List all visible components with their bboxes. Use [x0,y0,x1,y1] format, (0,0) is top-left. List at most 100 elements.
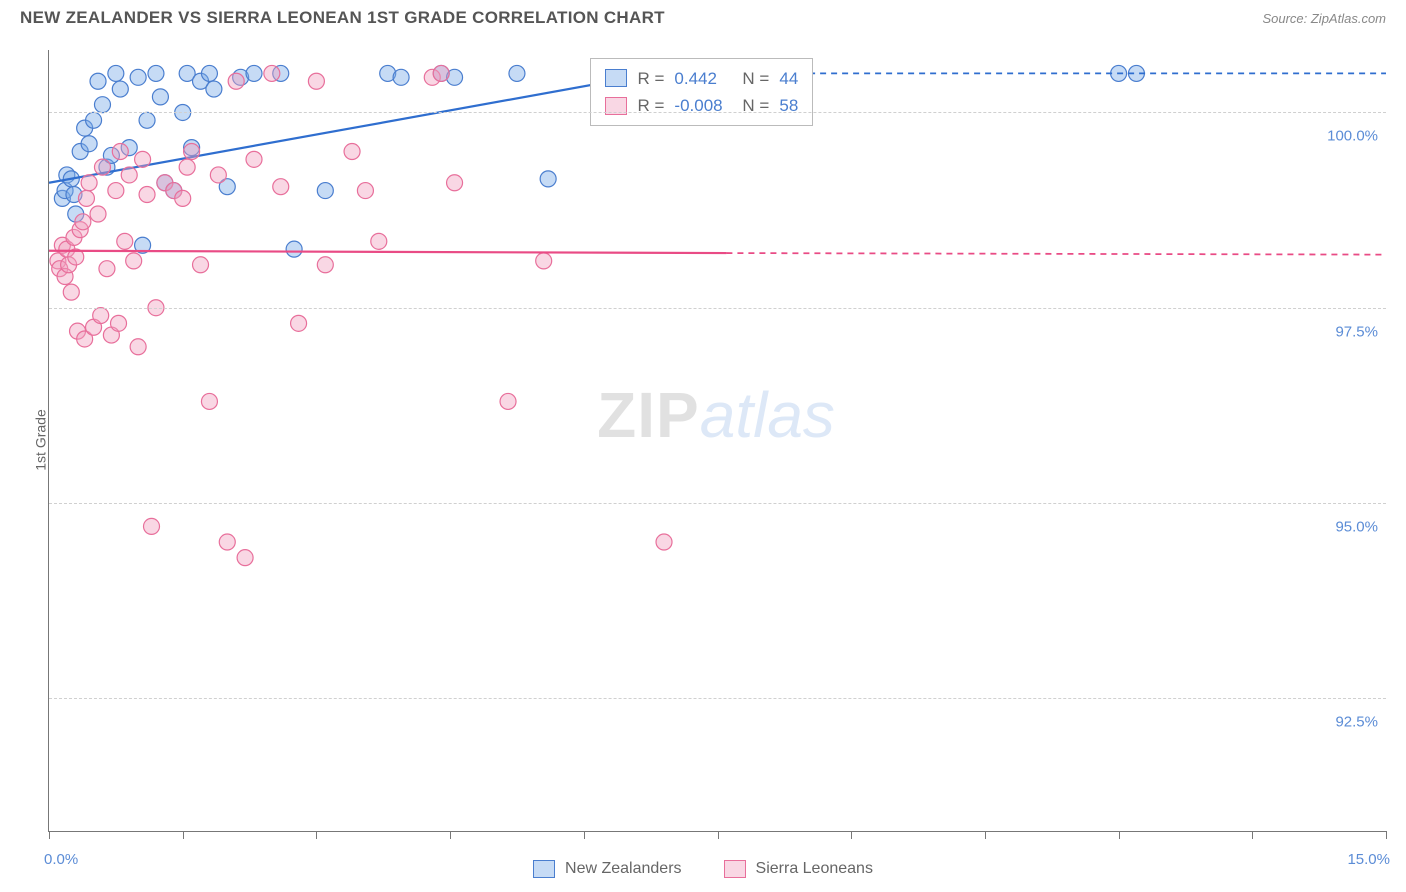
plot-region: ZIPatlas R =0.442N =44R =-0.008N =58 100… [48,50,1386,832]
data-point [93,308,109,324]
x-tick [450,831,451,839]
y-tick-label: 95.0% [1335,518,1378,535]
data-point [317,257,333,273]
legend-item: New Zealanders [533,860,682,878]
data-point [121,167,137,183]
data-point [264,65,280,81]
grid-line [49,112,1386,113]
data-point [656,534,672,550]
data-point [126,253,142,269]
scatter-svg [49,50,1386,831]
data-point [112,81,128,97]
data-point [135,151,151,167]
data-point [371,233,387,249]
chart-area: ZIPatlas R =0.442N =44R =-0.008N =58 100… [48,50,1386,832]
data-point [90,73,106,89]
x-tick [584,831,585,839]
source-attribution: Source: ZipAtlas.com [1262,11,1386,26]
data-point [130,69,146,85]
data-point [291,315,307,331]
data-point [500,393,516,409]
data-point [139,112,155,128]
x-tick [1119,831,1120,839]
legend-n-label: N = [742,92,769,119]
data-point [81,136,97,152]
legend-n-value: 44 [779,65,798,92]
data-point [286,241,302,257]
data-point [206,81,222,97]
x-tick [985,831,986,839]
trend-line-dashed [726,253,1386,255]
data-point [78,190,94,206]
y-tick-label: 92.5% [1335,714,1378,731]
legend-r-label: R = [637,92,664,119]
data-point [237,550,253,566]
data-point [184,144,200,160]
data-point [112,144,128,160]
legend-item-label: Sierra Leoneans [756,860,873,878]
data-point [433,65,449,81]
series-legend: New Zealanders Sierra Leoneans [0,860,1406,878]
legend-row: R = 0.442 N = 44 [605,65,798,92]
x-tick [1252,831,1253,839]
data-point [179,159,195,175]
legend-row: R = -0.008 N = 58 [605,92,798,119]
legend-n-label: N = [742,65,769,92]
correlation-legend: R = 0.442 N = 44 R = -0.008 N = 58 [590,58,813,126]
legend-swatch [533,860,555,878]
legend-swatch [724,860,746,878]
data-point [130,339,146,355]
x-tick [183,831,184,839]
data-point [308,73,324,89]
legend-item: Sierra Leoneans [724,860,873,878]
data-point [447,175,463,191]
data-point [201,65,217,81]
x-tick [49,831,50,839]
data-point [393,69,409,85]
y-tick-label: 100.0% [1327,128,1378,145]
chart-title: NEW ZEALANDER VS SIERRA LEONEAN 1ST GRAD… [20,8,665,28]
data-point [210,167,226,183]
data-point [193,257,209,273]
y-axis-label: 1st Grade [33,409,49,470]
data-point [175,190,191,206]
data-point [148,65,164,81]
legend-r-value: -0.008 [674,92,732,119]
data-point [86,112,102,128]
data-point [139,186,155,202]
x-tick [316,831,317,839]
data-point [108,65,124,81]
data-point [357,183,373,199]
data-point [108,183,124,199]
data-point [144,518,160,534]
x-tick [851,831,852,839]
data-point [94,159,110,175]
legend-item-label: New Zealanders [565,860,682,878]
data-point [81,175,97,191]
data-point [317,183,333,199]
data-point [246,151,262,167]
data-point [94,97,110,113]
legend-n-value: 58 [779,92,798,119]
data-point [273,179,289,195]
data-point [540,171,556,187]
data-point [536,253,552,269]
grid-line [49,503,1386,504]
data-point [344,144,360,160]
data-point [201,393,217,409]
x-tick [1386,831,1387,839]
grid-line [49,698,1386,699]
y-tick-label: 97.5% [1335,323,1378,340]
data-point [246,65,262,81]
data-point [152,89,168,105]
x-tick [718,831,719,839]
data-point [117,233,133,249]
legend-r-value: 0.442 [674,65,732,92]
grid-line [49,308,1386,309]
data-point [228,73,244,89]
data-point [219,534,235,550]
trend-line [49,251,726,253]
data-point [111,315,127,331]
legend-r-label: R = [637,65,664,92]
data-point [509,65,525,81]
